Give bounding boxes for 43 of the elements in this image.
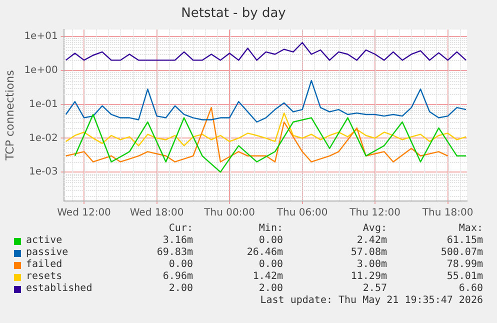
y-tick-label: 1e+01 (24, 31, 58, 42)
text: 3.00m (356, 259, 387, 270)
y-tick-label: 1e+00 (24, 65, 58, 76)
legend-label: failed (26, 259, 62, 270)
text: 6.60 (458, 283, 483, 294)
text: Avg: (362, 223, 387, 234)
x-tick-label: Thu 12:00 (348, 208, 400, 219)
text: 2.57 (362, 283, 387, 294)
text: 78.99m (446, 259, 483, 270)
legend-label: established (26, 283, 92, 294)
text: Cur: (168, 223, 193, 234)
text: 26.46m (246, 247, 283, 258)
text: 6.96m (162, 271, 193, 282)
x-tick-label: Thu 06:00 (276, 208, 328, 219)
y-axis-title: TCP connections (3, 70, 16, 162)
text: 61.15m (446, 235, 483, 246)
text: 57.08m (350, 247, 387, 258)
text: 1.42m (252, 271, 283, 282)
text: 2.00 (258, 283, 283, 294)
text: 55.01m (446, 271, 483, 282)
text: 0.00 (258, 259, 283, 270)
x-tick-label: Thu 00:00 (203, 208, 255, 219)
y-tick-label: 1e-01 (28, 98, 58, 110)
y-tick-label: 1e-03 (28, 166, 58, 178)
text: Max: (458, 223, 483, 234)
text: 2.42m (356, 235, 387, 246)
x-tick-label: Wed 12:00 (57, 208, 111, 219)
x-tick-label: Wed 18:00 (130, 208, 184, 219)
text: Min: (258, 223, 283, 234)
text: 11.29m (350, 271, 387, 282)
x-tick-label: Thu 18:00 (421, 208, 474, 219)
legend-label: active (26, 235, 62, 246)
text: 69.83m (156, 247, 193, 258)
chart-title: Netstat - by day (181, 6, 286, 22)
legend-label: passive (26, 247, 68, 258)
legend-label: resets (26, 271, 62, 282)
text: 500.07m (440, 247, 483, 258)
text: 3.16m (162, 235, 193, 246)
text: 0.00 (258, 235, 283, 246)
y-tick-label: 1e-02 (28, 132, 58, 144)
text: Last update: Thu May 21 19:35:47 2026 (260, 295, 483, 306)
text: 0.00 (168, 259, 193, 270)
text: 2.00 (168, 283, 193, 294)
